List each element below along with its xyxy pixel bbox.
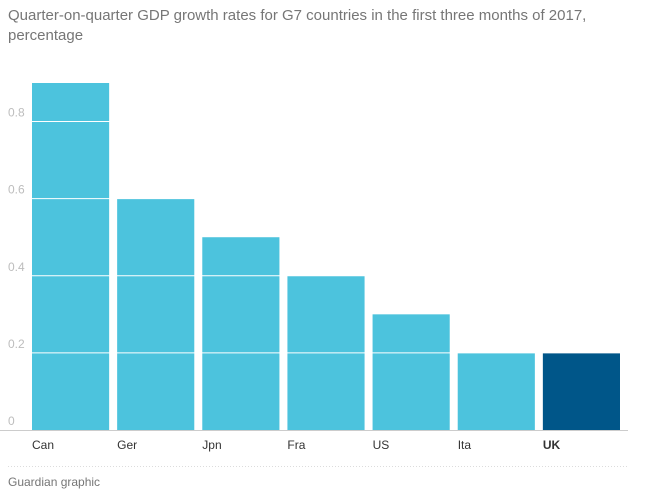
y-tick-label: 0 xyxy=(8,414,15,428)
bar-ita xyxy=(457,352,535,430)
source-credit: Guardian graphic xyxy=(8,475,101,489)
bar-jpn xyxy=(202,237,280,430)
chart-title: Quarter-on-quarter GDP growth rates for … xyxy=(8,7,587,44)
bar-uk xyxy=(542,352,620,430)
x-tick-label-uk: UK xyxy=(543,438,561,452)
x-axis-labels: Can Ger Jpn Fra US Ita UK xyxy=(32,438,561,452)
x-tick-label-fra: Fra xyxy=(287,438,305,452)
x-tick-label-us: US xyxy=(373,438,390,452)
y-tick-label: 0.8 xyxy=(8,106,25,120)
bar-us xyxy=(372,314,450,430)
bar-ger xyxy=(117,198,195,430)
bars-group xyxy=(32,83,620,430)
x-tick-label-ita: Ita xyxy=(458,438,472,452)
gridlines-group xyxy=(0,121,628,354)
x-tick-label-can: Can xyxy=(32,438,54,452)
y-tick-label: 0.6 xyxy=(8,183,25,197)
bar-can xyxy=(32,83,110,430)
y-axis-ticks: 0 0.2 0.4 0.6 0.8 xyxy=(8,106,25,428)
y-tick-label: 0.2 xyxy=(8,337,25,351)
x-tick-label-jpn: Jpn xyxy=(202,438,221,452)
x-tick-label-ger: Ger xyxy=(117,438,137,452)
y-tick-label: 0.4 xyxy=(8,260,25,274)
